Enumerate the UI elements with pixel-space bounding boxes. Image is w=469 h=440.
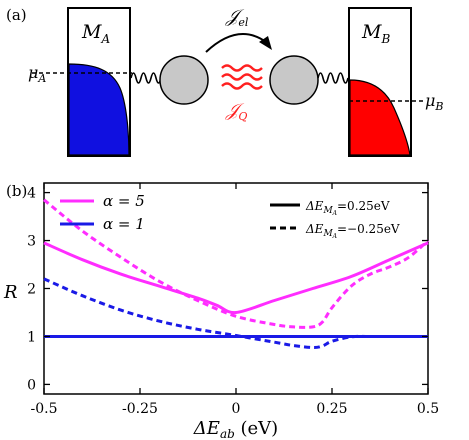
panel-b: (b) -0.5 -0.25 0 0.25 0.5 0 1 2 3 4 R ΔEab (eV) α… — [3, 182, 439, 440]
x-tick-label: 0.25 — [316, 401, 347, 417]
left-reservoir-name: MA — [81, 21, 110, 46]
legend-solid-label: ΔEMA=0.25eV — [305, 199, 390, 217]
right-reservoir-name: MB — [361, 21, 390, 46]
panel-b-label: (b) — [6, 182, 27, 200]
left-chemical-potential-label: μA — [28, 63, 46, 85]
left-spring — [130, 72, 162, 84]
y-tick-label: 4 — [27, 186, 36, 202]
plot-frame — [43, 182, 429, 395]
right-chemical-potential-label: μB — [425, 91, 444, 113]
legend-energy: ΔEMA=0.25eV ΔEMA=−0.25eV — [270, 199, 400, 240]
legend-dashed-label: ΔEMA=−0.25eV — [305, 222, 400, 240]
electron-current-arrow — [205, 33, 267, 53]
right-reservoir-fill — [349, 79, 411, 156]
y-tick-label: 1 — [27, 329, 36, 345]
y-axis-label: R — [3, 282, 18, 303]
axis-ticks: -0.5 -0.25 0 0.25 0.5 0 1 2 3 4 — [27, 183, 439, 417]
left-reservoir-box — [67, 7, 131, 157]
data-series — [43, 198, 429, 350]
electron-current-label: 𝒥el — [225, 6, 249, 29]
panel-a-label: (a) — [6, 6, 27, 24]
left-reservoir: MA μA — [28, 7, 132, 157]
left-quantum-dot — [159, 55, 209, 105]
legend-alpha: α = 5 α = 1 — [60, 192, 145, 233]
x-tick-label: -0.25 — [122, 401, 158, 417]
heat-current-label: 𝒥Q — [225, 100, 247, 123]
right-spring — [317, 72, 349, 84]
series-line-0 — [43, 241, 429, 315]
x-tick-label: 0 — [232, 401, 241, 417]
right-reservoir-box — [348, 7, 412, 157]
panel-a: (a) MA μA 𝒥el — [6, 6, 444, 157]
left-reservoir-fill — [68, 63, 130, 156]
x-axis-label: ΔEab (eV) — [193, 418, 278, 440]
y-tick-label: 0 — [27, 377, 36, 393]
x-tick-label: 0.5 — [417, 401, 439, 417]
legend-alpha5-label: α = 5 — [103, 192, 145, 210]
y-tick-label: 3 — [27, 234, 36, 250]
electron-current-arrowhead — [259, 36, 272, 50]
y-tick-label: 2 — [27, 282, 36, 298]
legend-alpha1-label: α = 1 — [103, 215, 145, 233]
right-reservoir: MB μB — [348, 7, 444, 157]
right-quantum-dot — [269, 55, 319, 105]
heat-current-waves — [221, 64, 263, 90]
series-line-1 — [43, 198, 429, 329]
series-line-3 — [43, 277, 428, 350]
x-tick-label: -0.5 — [31, 401, 58, 417]
